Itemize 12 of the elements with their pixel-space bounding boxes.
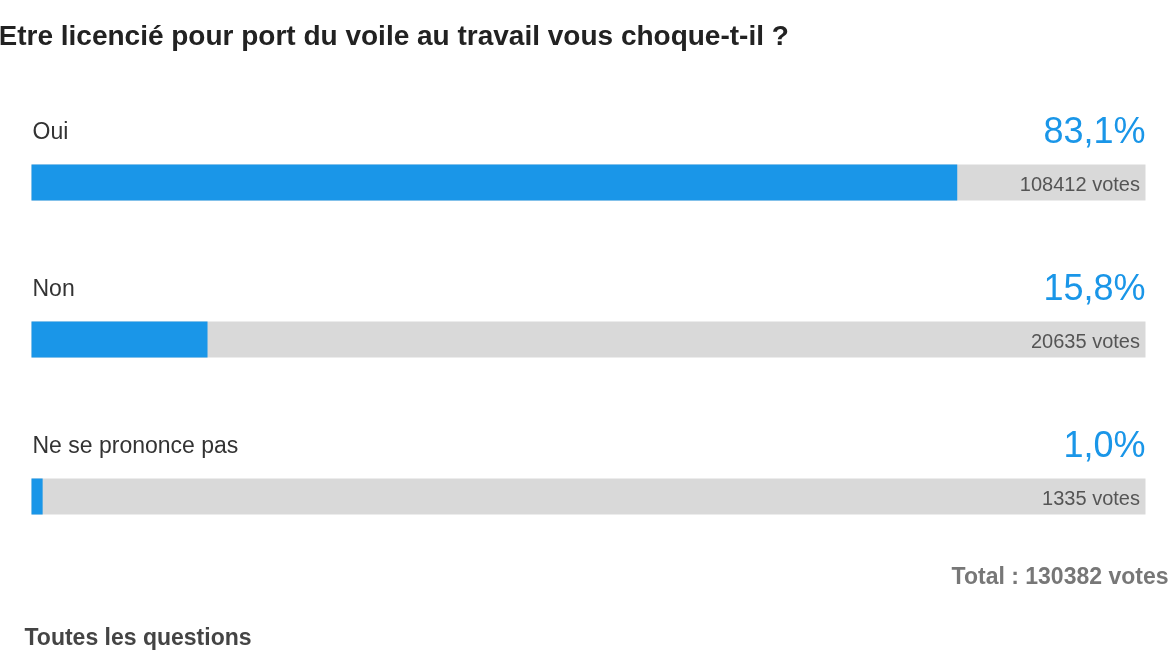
data-label: 15,8%: [1043, 267, 1146, 308]
text: Toutes les questions: [24, 623, 252, 650]
y-tick-label: Non: [32, 274, 75, 301]
annotation: 20635 votes: [1030, 329, 1140, 352]
annotation: 108412 votes: [1019, 172, 1140, 195]
data-label: 83,1%: [1043, 110, 1146, 151]
data-label: 1,0%: [1063, 424, 1146, 465]
y-tick-label: Ne se prononce pas: [32, 431, 239, 458]
y-tick-label: Oui: [32, 117, 69, 144]
text: Total : 130382 votes: [951, 562, 1169, 589]
chart-title: Etre licencié pour port du voile au travail vous choque-t-il ?: [0, 20, 789, 51]
annotation: 1335 votes: [1042, 486, 1140, 509]
